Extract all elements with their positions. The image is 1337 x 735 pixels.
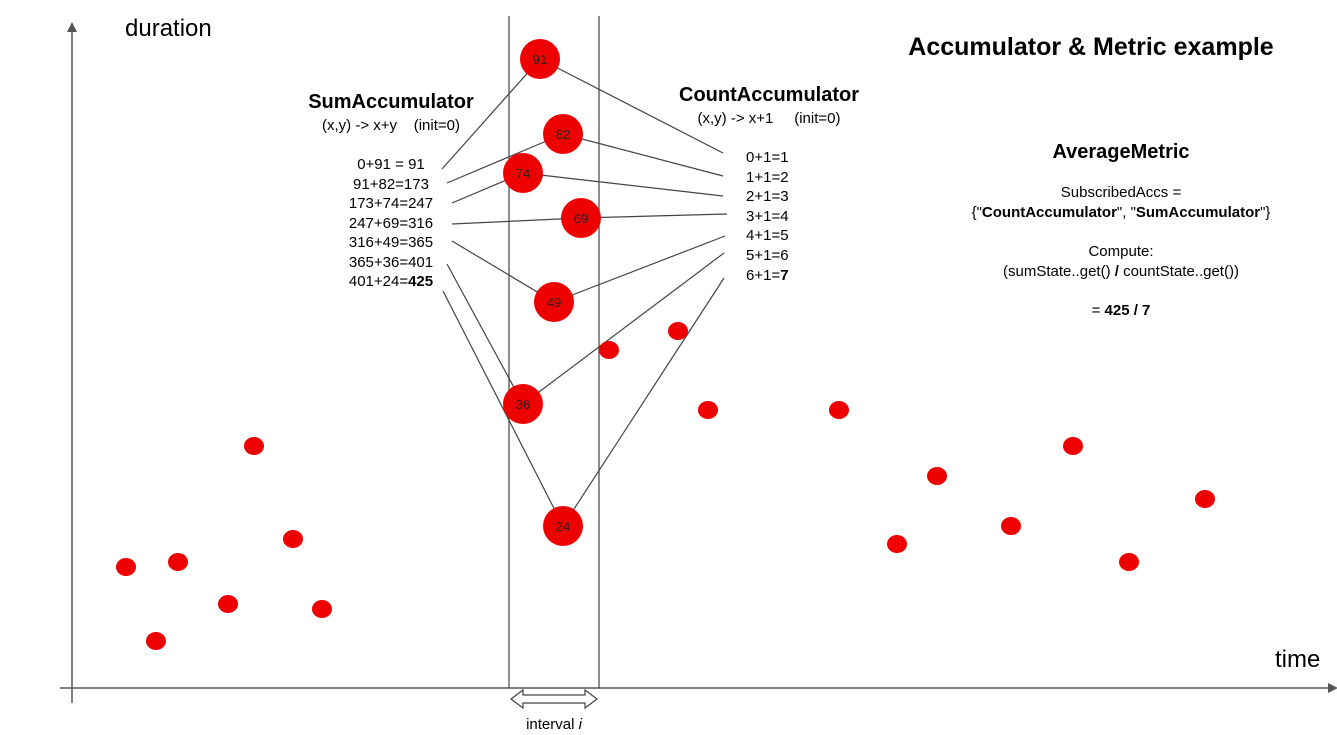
scatter-point	[927, 467, 947, 485]
interval-point: 36	[503, 384, 543, 424]
scatter-point	[1195, 490, 1215, 508]
count-connectors	[522, 58, 728, 527]
sum-accumulator: SumAccumulator (x,y) -> x+y (init=0) 0+9…	[308, 91, 474, 290]
scatter-point	[1063, 437, 1083, 455]
y-axis-label: duration	[125, 15, 212, 42]
scatter-point	[283, 530, 303, 548]
scatter-point	[218, 595, 238, 613]
interval-point: 69	[561, 198, 601, 238]
scatter-point	[1001, 517, 1021, 535]
scatter-point	[829, 401, 849, 419]
interval-point-label: 69	[574, 211, 588, 226]
interval-point: 82	[543, 114, 583, 154]
x-axis-label: time	[1275, 646, 1320, 673]
sum-step: 365+36=401	[349, 254, 433, 271]
sum-step: 401+24=425	[349, 273, 433, 290]
scatter-point	[116, 558, 136, 576]
sum-step: 316+49=365	[349, 234, 433, 251]
sum-step: 91+82=173	[353, 176, 429, 193]
count-accumulator-title: CountAccumulator	[679, 84, 859, 106]
count-accumulator: CountAccumulator (x,y) -> x+1 (init=0) 0…	[679, 84, 859, 284]
count-step: 4+1=5	[746, 227, 789, 244]
count-step: 0+1=1	[746, 149, 789, 166]
interval-point-label: 24	[556, 519, 570, 534]
count-step: 2+1=3	[746, 188, 789, 205]
diagram-title: Accumulator & Metric example	[908, 33, 1273, 61]
sum-step: 0+91 = 91	[357, 156, 425, 173]
count-step: 5+1=6	[746, 247, 789, 264]
scatter-point	[887, 535, 907, 553]
scatter-point	[146, 632, 166, 650]
scatter-point	[168, 553, 188, 571]
scatter-point	[1119, 553, 1139, 571]
compute-result: = 425 / 7	[1092, 302, 1151, 319]
scatter-point	[244, 437, 264, 455]
count-step: 1+1=2	[746, 169, 789, 186]
interval-point: 49	[534, 282, 574, 322]
compute-expression: (sumState..get() / countState..get())	[1003, 263, 1239, 280]
sum-accumulator-title: SumAccumulator	[308, 91, 474, 113]
scatter-point	[698, 401, 718, 419]
average-metric: AverageMetric SubscribedAccs = {"CountAc…	[972, 141, 1271, 319]
interval-point: 74	[503, 153, 543, 193]
subscribed-label: SubscribedAccs =	[1061, 184, 1182, 201]
interval-point: 24	[543, 506, 583, 546]
subscribed-list: {"CountAccumulator", "SumAccumulator"}	[972, 204, 1271, 221]
count-step: 3+1=4	[746, 208, 789, 225]
interval-double-arrow	[510, 688, 598, 710]
interval-label: interval i	[526, 716, 583, 733]
interval-points: 91 82 74 69 49 36 24	[503, 39, 601, 546]
scatter-points	[116, 322, 1215, 650]
sum-step: 173+74=247	[349, 195, 433, 212]
scatter-point	[668, 322, 688, 340]
interval-point-label: 91	[533, 52, 547, 67]
scatter-point	[312, 600, 332, 618]
interval-point-label: 82	[556, 127, 570, 142]
interval-point-label: 36	[516, 397, 530, 412]
interval-point-label: 74	[516, 166, 530, 181]
count-step: 6+1=7	[746, 267, 789, 284]
sum-accumulator-rule: (x,y) -> x+y (init=0)	[322, 117, 460, 134]
scatter-point	[599, 341, 619, 359]
average-metric-title: AverageMetric	[1052, 141, 1189, 163]
sum-step: 247+69=316	[349, 215, 433, 232]
interval-point: 91	[520, 39, 560, 79]
compute-label: Compute:	[1088, 243, 1153, 260]
interval-point-label: 49	[547, 295, 561, 310]
count-accumulator-rule: (x,y) -> x+1 (init=0)	[698, 110, 841, 127]
